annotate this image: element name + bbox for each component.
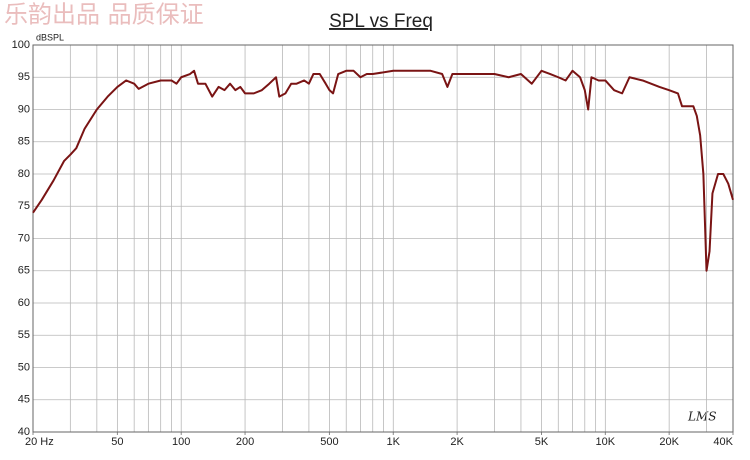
x-tick-label: 10K bbox=[596, 436, 616, 448]
watermark: 乐韵出品 品质保证 bbox=[4, 1, 204, 29]
x-tick-label: 100 bbox=[172, 436, 190, 448]
chart-title: SPL vs Freq bbox=[329, 11, 433, 32]
y-tick-label: 55 bbox=[18, 329, 30, 341]
x-tick-label: 40K bbox=[713, 436, 733, 448]
y-axis-label: dBSPL bbox=[36, 32, 64, 42]
y-tick-label: 80 bbox=[18, 168, 30, 180]
x-tick-label: 2K bbox=[450, 436, 464, 448]
y-tick-label: 90 bbox=[18, 103, 30, 115]
y-tick-label: 45 bbox=[18, 394, 30, 406]
y-tick-label: 40 bbox=[18, 426, 30, 438]
y-tick-label: 70 bbox=[18, 232, 30, 244]
x-tick-label: 5K bbox=[535, 436, 549, 448]
logo: LMS bbox=[687, 410, 716, 424]
x-tick-label: 200 bbox=[236, 436, 254, 448]
plot-frame bbox=[32, 44, 734, 433]
y-tick-label: 95 bbox=[18, 71, 30, 83]
y-tick-label: 100 bbox=[12, 39, 30, 51]
y-tick-label: 75 bbox=[18, 200, 30, 212]
y-tick-label: 50 bbox=[18, 361, 30, 373]
y-tick-label: 85 bbox=[18, 136, 30, 148]
x-tick-label: 20K bbox=[659, 436, 679, 448]
x-tick-label: 1K bbox=[387, 436, 401, 448]
x-tick-label: 500 bbox=[320, 436, 338, 448]
x-tick-label: 50 bbox=[111, 436, 123, 448]
x-tick-label: 20 Hz bbox=[25, 436, 54, 448]
spl-curve bbox=[32, 69, 734, 272]
y-tick-label: 65 bbox=[18, 265, 30, 277]
y-tick-label: 60 bbox=[18, 297, 30, 309]
